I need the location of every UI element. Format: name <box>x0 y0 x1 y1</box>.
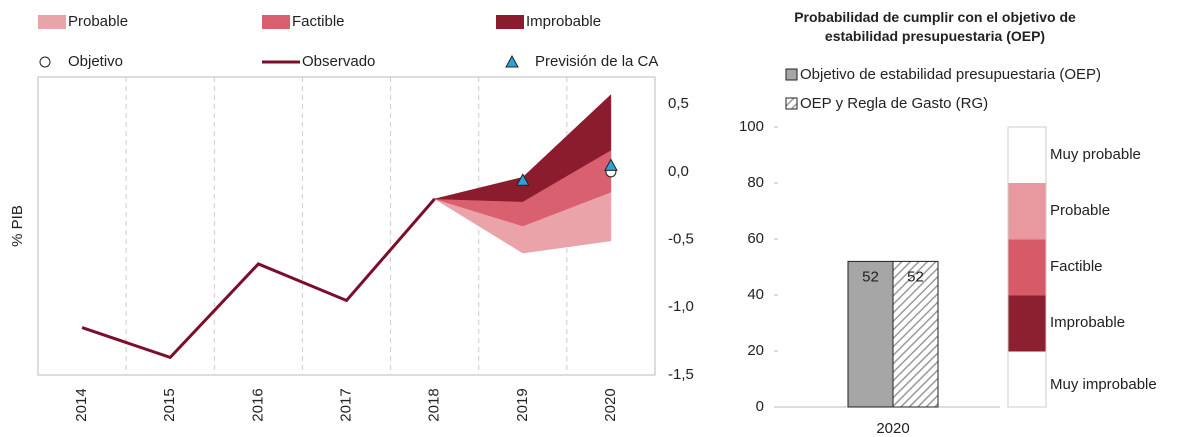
x-tick-label: 2018 <box>426 388 443 421</box>
scale-frame <box>1007 126 1047 408</box>
y-tick-label: 60 <box>747 230 764 247</box>
forecast-marker <box>604 158 618 171</box>
chart-title: Probabilidad de cumplir con el objetivo … <box>794 9 1076 44</box>
legend-label: Factible <box>292 13 345 30</box>
scale-label: Factible <box>1050 258 1103 275</box>
legend-swatch <box>496 15 524 29</box>
legend-label: Objetivo de estabilidad presupuestaria (… <box>800 66 1101 83</box>
legend-swatch <box>262 15 290 29</box>
x-tick-label: 2017 <box>337 388 354 421</box>
y-tick-label: 0,5 <box>668 95 689 112</box>
x-tick-label: 2016 <box>249 388 266 421</box>
legend-label: Objetivo <box>68 53 123 70</box>
y-axis-label: % PIB <box>9 205 26 247</box>
x-tick-label: 2020 <box>876 420 909 437</box>
plot-frame <box>37 76 656 376</box>
y-tick-label: 100 <box>739 118 764 135</box>
scale-label: Improbable <box>1050 314 1125 331</box>
scale-band <box>1008 127 1046 183</box>
legend-swatch <box>505 54 519 68</box>
x-tick-label: 2015 <box>161 388 178 421</box>
scale-label: Probable <box>1050 202 1110 219</box>
scale-band <box>1007 294 1047 352</box>
scale-label: Muy improbable <box>1050 376 1157 393</box>
legend-label: Probable <box>68 13 128 30</box>
y-tick-label: 40 <box>747 286 764 303</box>
value-label: 52 <box>907 268 924 285</box>
fan-band <box>434 94 612 202</box>
y-tick-label: 0 <box>756 398 764 415</box>
scale-label: Muy probable <box>1050 146 1141 163</box>
legend-label: Improbable <box>526 13 601 30</box>
scale-band <box>1008 351 1046 407</box>
y-tick-label: 80 <box>747 174 764 191</box>
legend-label: OEP y Regla de Gasto (RG) <box>800 95 988 112</box>
bar <box>847 260 894 408</box>
bar <box>892 260 939 408</box>
x-tick-label: 2014 <box>73 388 90 421</box>
observed-line <box>81 197 436 360</box>
legend-swatch <box>785 68 798 81</box>
y-tick-label: -1,0 <box>668 298 694 315</box>
x-tick-label: 2020 <box>602 388 619 421</box>
y-tick-label: -1,5 <box>668 366 694 383</box>
y-tick-label: 20 <box>747 342 764 359</box>
value-label: 52 <box>862 268 879 285</box>
legend-label: Previsión de la CA <box>535 53 658 70</box>
forecast-marker <box>515 173 530 186</box>
scale-band <box>1007 238 1047 296</box>
legend-swatch <box>39 56 51 68</box>
x-tick-label: 2019 <box>514 388 531 421</box>
y-tick-label: -0,5 <box>668 231 694 248</box>
y-tick-label: 0,0 <box>668 163 689 180</box>
legend-swatch <box>785 97 798 110</box>
legend-label: Observado <box>302 53 375 70</box>
legend-swatch <box>38 15 66 29</box>
scale-band <box>1007 182 1047 240</box>
